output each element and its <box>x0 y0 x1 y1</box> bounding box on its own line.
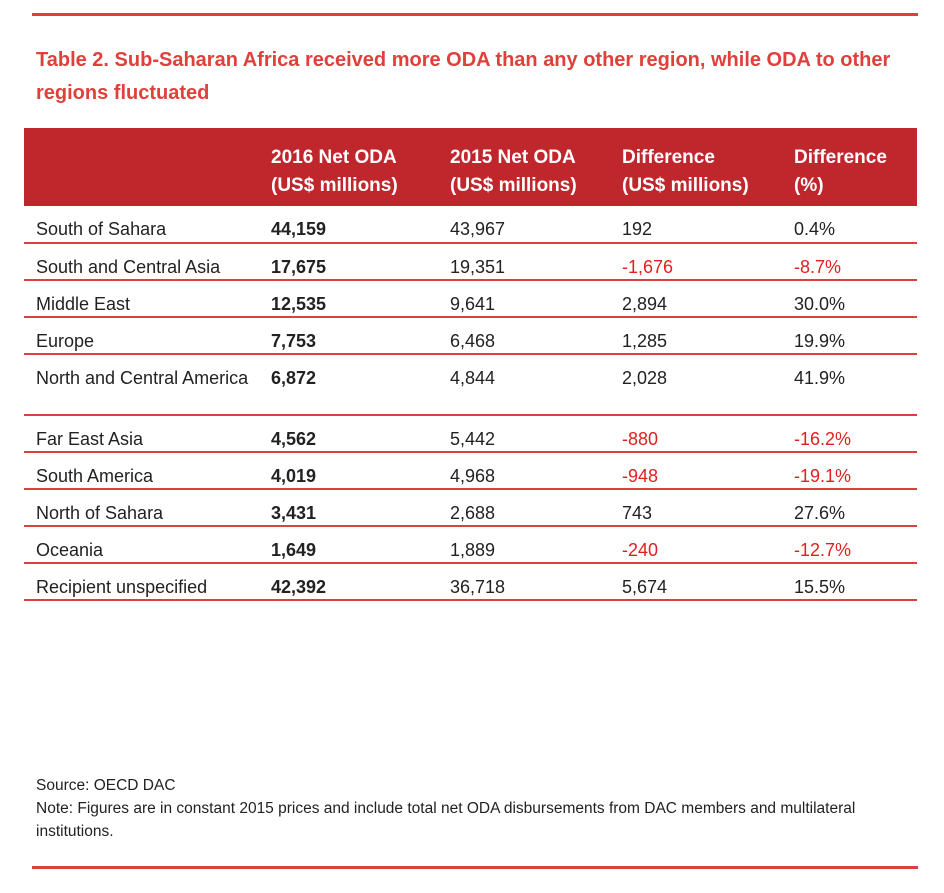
cell-2015: 36,718 <box>450 577 506 597</box>
cell-difference: 743 <box>622 503 653 523</box>
cell-difference-pct: 15.5% <box>794 577 846 597</box>
cell-difference-pct: -16.2% <box>794 429 852 449</box>
cell-2016: 1,649 <box>271 540 317 560</box>
cell-region: North of Sahara <box>36 503 164 523</box>
header-line: 2016 Net ODA <box>271 147 397 168</box>
header-net-oda-2016: 2016 Net ODA (US$ millions) <box>271 128 450 206</box>
table-row: Europe 7,753 6,468 1,285 19.9% <box>24 317 917 354</box>
header-line: (US$ millions) <box>622 175 749 196</box>
cell-region: Far East Asia <box>36 429 144 449</box>
table-row: Far East Asia 4,562 5,442 -880 -16.2% <box>24 415 917 452</box>
source-note: Source: OECD DAC <box>36 777 176 794</box>
cell-2016: 3,431 <box>271 503 317 523</box>
cell-2016: 6,872 <box>271 368 317 388</box>
cell-difference: -880 <box>622 429 659 449</box>
cell-region: South America <box>36 466 154 486</box>
table-title: Table 2. Sub-Saharan Africa received mor… <box>36 49 891 104</box>
cell-difference-pct: 0.4% <box>794 219 836 239</box>
header-row: 2016 Net ODA (US$ millions) 2015 Net ODA (… <box>24 128 917 206</box>
table-row: South and Central Asia 17,675 19,351 -1,… <box>24 243 917 280</box>
cell-difference-pct: -12.7% <box>794 540 852 560</box>
cell-difference-pct: 27.6% <box>794 503 846 523</box>
cell-2016: 4,562 <box>271 429 317 449</box>
cell-2016: 4,019 <box>271 466 317 486</box>
cell-region: South and Central Asia <box>36 257 221 277</box>
cell-difference: 2,894 <box>622 294 668 314</box>
cell-difference: 192 <box>622 219 653 239</box>
cell-difference-pct: 30.0% <box>794 294 846 314</box>
cell-2015: 5,442 <box>450 429 496 449</box>
cell-2015: 19,351 <box>450 257 506 277</box>
cell-region: Recipient unspecified <box>36 577 208 597</box>
cell-difference: -1,676 <box>622 257 674 277</box>
table-row: Recipient unspecified 42,392 36,718 5,67… <box>24 563 917 600</box>
cell-2015: 4,844 <box>450 368 496 388</box>
cell-region: Middle East <box>36 294 131 314</box>
header-line: (US$ millions) <box>450 175 577 196</box>
cell-region: South of Sahara <box>36 219 167 239</box>
cell-2016: 44,159 <box>271 219 327 239</box>
header-difference-percent: Difference (%) <box>794 128 917 206</box>
table-row: Middle East 12,535 9,641 2,894 30.0% <box>24 280 917 317</box>
cell-2016: 42,392 <box>271 577 327 597</box>
cell-2015: 9,641 <box>450 294 496 314</box>
cell-difference: 1,285 <box>622 331 668 351</box>
cell-2015: 6,468 <box>450 331 496 351</box>
cell-2016: 12,535 <box>271 294 327 314</box>
header-line: Difference <box>622 147 715 168</box>
cell-difference: -948 <box>622 466 659 486</box>
cell-difference-pct: -19.1% <box>794 466 852 486</box>
cell-2015: 43,967 <box>450 219 506 239</box>
cell-region: North and Central America <box>36 368 249 388</box>
oda-table-container: 2016 Net ODA (US$ millions) 2015 Net ODA (… <box>24 128 917 601</box>
cell-difference: 5,674 <box>622 577 668 597</box>
table-row: Oceania 1,649 1,889 -240 -12.7% <box>24 526 917 563</box>
top-rule <box>32 13 918 16</box>
table-row: North of Sahara 3,431 2,688 743 27.6% <box>24 489 917 526</box>
cell-difference: -240 <box>622 540 659 560</box>
header-difference-millions: Difference (US$ millions) <box>622 128 794 206</box>
cell-2016: 17,675 <box>271 257 327 277</box>
table-row: South of Sahara 44,159 43,967 192 0.4% <box>24 206 917 243</box>
table-header: 2016 Net ODA (US$ millions) 2015 Net ODA (… <box>24 128 917 206</box>
header-line: Difference <box>794 147 887 168</box>
table-notes: Source: OECD DAC Note: Figures are in co… <box>36 774 906 843</box>
bottom-rule <box>32 866 918 869</box>
table-body: South of Sahara 44,159 43,967 192 0.4% S… <box>24 206 917 600</box>
cell-difference: 2,028 <box>622 368 668 388</box>
oda-table: 2016 Net ODA (US$ millions) 2015 Net ODA (… <box>24 128 917 601</box>
cell-difference-pct: 41.9% <box>794 368 846 388</box>
cell-difference-pct: 19.9% <box>794 331 846 351</box>
cell-2015: 1,889 <box>450 540 496 560</box>
header-line: 2015 Net ODA <box>450 147 576 168</box>
footnote: Note: Figures are in constant 2015 price… <box>36 800 856 840</box>
cell-2016: 7,753 <box>271 331 317 351</box>
header-line: (%) <box>794 175 824 196</box>
cell-difference-pct: -8.7% <box>794 257 842 277</box>
header-line: (US$ millions) <box>271 175 398 196</box>
table-row: South America 4,019 4,968 -948 -19.1% <box>24 452 917 489</box>
header-net-oda-2015: 2015 Net ODA (US$ millions) <box>450 128 622 206</box>
cell-2015: 2,688 <box>450 503 496 523</box>
cell-region: Oceania <box>36 540 104 560</box>
cell-region: Europe <box>36 331 95 351</box>
table-row: North and Central America 6,872 4,844 2,… <box>24 354 917 415</box>
header-region <box>24 128 271 206</box>
cell-2015: 4,968 <box>450 466 496 486</box>
